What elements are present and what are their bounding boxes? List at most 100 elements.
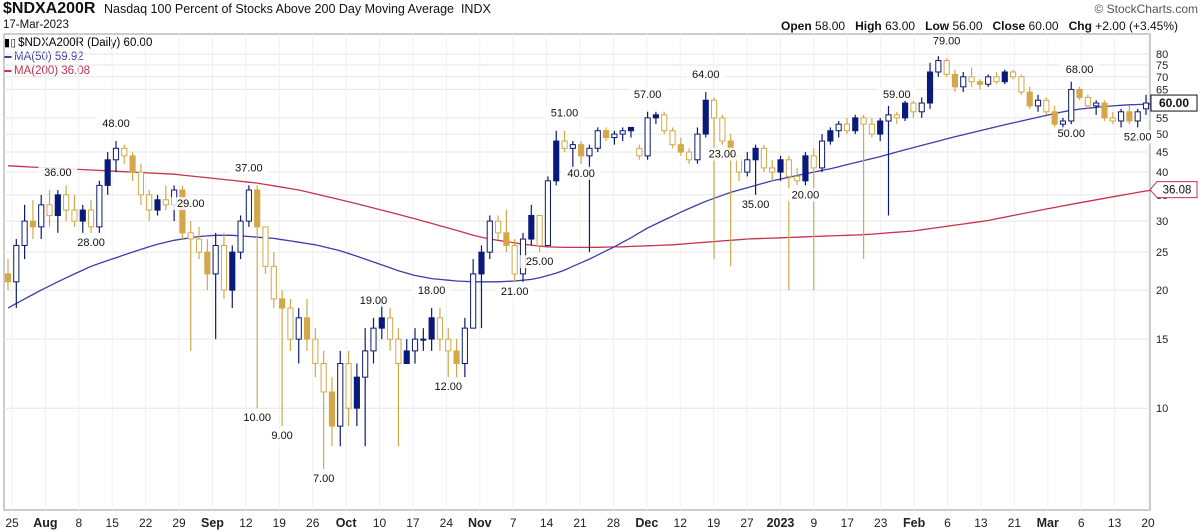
candle-body — [586, 147, 593, 157]
x-tick-label: 19 — [707, 516, 721, 530]
x-tick-label: 12 — [674, 516, 688, 530]
x-tick-label: 12 — [239, 516, 253, 530]
candle-body — [677, 144, 684, 153]
annotation-bg — [229, 161, 269, 175]
x-tick-label: Nov — [468, 516, 492, 530]
last-value-label: 60.00 — [1159, 96, 1189, 110]
candle-body — [968, 76, 975, 83]
x-tick-label: 10 — [373, 516, 387, 530]
x-tick-label: 20 — [1141, 516, 1155, 530]
candle-body — [1018, 76, 1025, 93]
candle-body — [353, 376, 360, 409]
candle-icon: ▮▯ — [4, 37, 17, 49]
annotation-bg — [561, 166, 601, 180]
candle-body — [262, 226, 269, 267]
candle-body — [312, 338, 319, 365]
candle-body — [652, 114, 659, 119]
low-label: Low — [925, 19, 950, 33]
candle-body — [544, 180, 552, 246]
x-tick-label: 14 — [540, 516, 554, 530]
annotation-bg — [1060, 62, 1100, 76]
annotation-label: 28.00 — [77, 237, 105, 249]
candle-body — [4, 273, 12, 283]
annotation-bg — [96, 117, 136, 131]
candle-body — [943, 60, 950, 75]
candle-body — [337, 363, 344, 427]
ma50-swatch-icon — [4, 56, 12, 58]
ma200-swatch-icon — [4, 70, 12, 72]
candle-body — [362, 350, 369, 378]
annotation-label: 52.00 — [1124, 131, 1152, 143]
candle-body — [893, 114, 900, 119]
ma200-value-tag — [1149, 181, 1198, 199]
annotation-label: 51.00 — [551, 108, 579, 120]
y-tick-label: 15 — [1156, 334, 1168, 346]
candle-body — [752, 147, 759, 161]
high-label: High — [855, 19, 882, 33]
candle-body — [636, 147, 643, 157]
candle-body — [885, 114, 892, 122]
annotation-bg — [71, 235, 111, 249]
candle-body — [212, 244, 219, 275]
candle-body — [478, 251, 485, 275]
chg-label: Chg — [1068, 19, 1092, 33]
annotation-bg — [171, 197, 211, 211]
y-tick-label: 25 — [1156, 247, 1168, 259]
candle-body — [1051, 111, 1058, 125]
candle-body — [179, 189, 186, 234]
candle-body — [137, 171, 144, 196]
candle-body — [976, 81, 983, 85]
x-tick-label: Feb — [903, 516, 926, 530]
x-tick-label: Aug — [33, 516, 57, 530]
y-tick-label: 50 — [1156, 129, 1168, 141]
candle-body — [611, 133, 618, 139]
candle-body — [602, 130, 610, 139]
high-value: 63.00 — [885, 19, 916, 33]
open-value: 58.00 — [815, 19, 846, 33]
candle-body — [486, 220, 493, 253]
annotation-label: 25.00 — [526, 256, 554, 268]
candle-body — [1010, 71, 1017, 78]
candle-body — [79, 209, 86, 222]
candle-body — [1084, 96, 1091, 107]
exchange-text: INDX — [460, 2, 491, 16]
annotation-label: 64.00 — [692, 69, 720, 81]
x-tick-label: 28 — [607, 516, 621, 530]
annotation-bg — [927, 34, 967, 48]
annotation-label: 40.00 — [567, 168, 595, 180]
candle-body — [1001, 71, 1008, 83]
candle-body — [87, 209, 95, 228]
x-tick-label: 27 — [740, 516, 754, 530]
candle-body — [918, 102, 925, 113]
y-tick-label: 10 — [1156, 403, 1168, 415]
candle-body — [470, 273, 477, 329]
candle-body — [852, 117, 859, 132]
candle-body — [378, 317, 385, 329]
candle-body — [129, 155, 136, 173]
candle-body — [104, 159, 111, 186]
x-tick-label: Oct — [336, 516, 358, 530]
x-tick-label: 25 — [5, 516, 19, 530]
x-tick-label: 22 — [139, 516, 153, 530]
candle-body — [993, 76, 1000, 83]
candle-body — [154, 199, 161, 211]
x-tick-label: 8 — [75, 516, 82, 530]
candle-body — [162, 199, 169, 206]
annotation-label: 37.00 — [235, 162, 263, 174]
x-tick-label: 19 — [273, 516, 287, 530]
candle-body — [777, 159, 784, 173]
annotation-label: 7.00 — [313, 473, 334, 485]
candle-body — [926, 71, 934, 104]
candle-body — [1126, 111, 1133, 122]
candle-body — [453, 350, 460, 365]
candle-body — [669, 130, 676, 146]
candle-body — [295, 317, 302, 340]
annotation-bg — [412, 284, 452, 298]
annotation-label: 10.00 — [243, 412, 271, 424]
candle-body — [279, 298, 286, 309]
candle-body — [827, 130, 834, 142]
x-tick-label: 15 — [106, 516, 120, 530]
candle-body — [710, 99, 718, 119]
candle-body — [445, 338, 452, 352]
